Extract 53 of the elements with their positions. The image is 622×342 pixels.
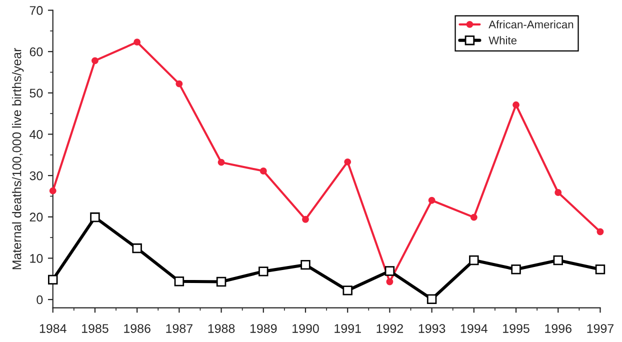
point bbox=[134, 38, 141, 46]
point bbox=[511, 264, 521, 274]
point bbox=[260, 168, 267, 174]
y-tick-label: 20 bbox=[30, 212, 43, 222]
point bbox=[342, 286, 352, 296]
point bbox=[596, 228, 604, 236]
point bbox=[300, 260, 310, 270]
y-tick-label: 60 bbox=[30, 47, 43, 56]
x-tick-label: 1996 bbox=[545, 324, 572, 333]
y-tick-label: 10 bbox=[30, 254, 43, 263]
point bbox=[553, 255, 563, 266]
point bbox=[48, 274, 58, 285]
point bbox=[176, 80, 183, 88]
point bbox=[258, 266, 268, 276]
y-tick-label: 50 bbox=[30, 88, 43, 98]
y-tick-label: 40 bbox=[30, 130, 43, 139]
point bbox=[470, 214, 478, 221]
legend-label: White bbox=[488, 36, 517, 44]
point bbox=[49, 187, 56, 194]
legend-label: African-American bbox=[488, 20, 574, 28]
x-tick-label: 1987 bbox=[166, 324, 192, 333]
point bbox=[469, 255, 479, 266]
x-tick-label: 1990 bbox=[292, 324, 319, 333]
point bbox=[174, 276, 184, 286]
point bbox=[302, 216, 309, 223]
y-tick-label: 0 bbox=[36, 295, 43, 304]
x-tick-label: 1991 bbox=[334, 324, 361, 333]
point bbox=[218, 158, 225, 166]
point bbox=[384, 266, 395, 276]
point bbox=[426, 294, 437, 304]
x-tick-label: 1997 bbox=[587, 324, 614, 333]
y-axis-title: Maternal deaths/100,000 live births/year bbox=[12, 48, 24, 270]
point bbox=[386, 278, 394, 286]
x-tick-label: 1993 bbox=[418, 324, 446, 333]
x-tick-label: 1989 bbox=[250, 324, 277, 333]
y-tick-label: 70 bbox=[30, 6, 43, 15]
point bbox=[595, 264, 606, 274]
point bbox=[554, 189, 562, 196]
x-tick-label: 1995 bbox=[503, 324, 530, 333]
point bbox=[92, 57, 98, 64]
point bbox=[512, 101, 520, 108]
point bbox=[428, 196, 436, 204]
x-tick-label: 1988 bbox=[208, 324, 235, 333]
point bbox=[216, 276, 226, 287]
point bbox=[344, 158, 352, 166]
point bbox=[132, 243, 142, 254]
x-tick-label: 1994 bbox=[460, 324, 488, 333]
x-tick-label: 1992 bbox=[376, 324, 403, 333]
point bbox=[90, 212, 100, 222]
y-tick-label: 30 bbox=[30, 171, 43, 180]
x-tick-label: 1985 bbox=[82, 324, 108, 333]
x-tick-label: 1986 bbox=[124, 324, 150, 333]
x-tick-label: 1984 bbox=[40, 324, 66, 333]
